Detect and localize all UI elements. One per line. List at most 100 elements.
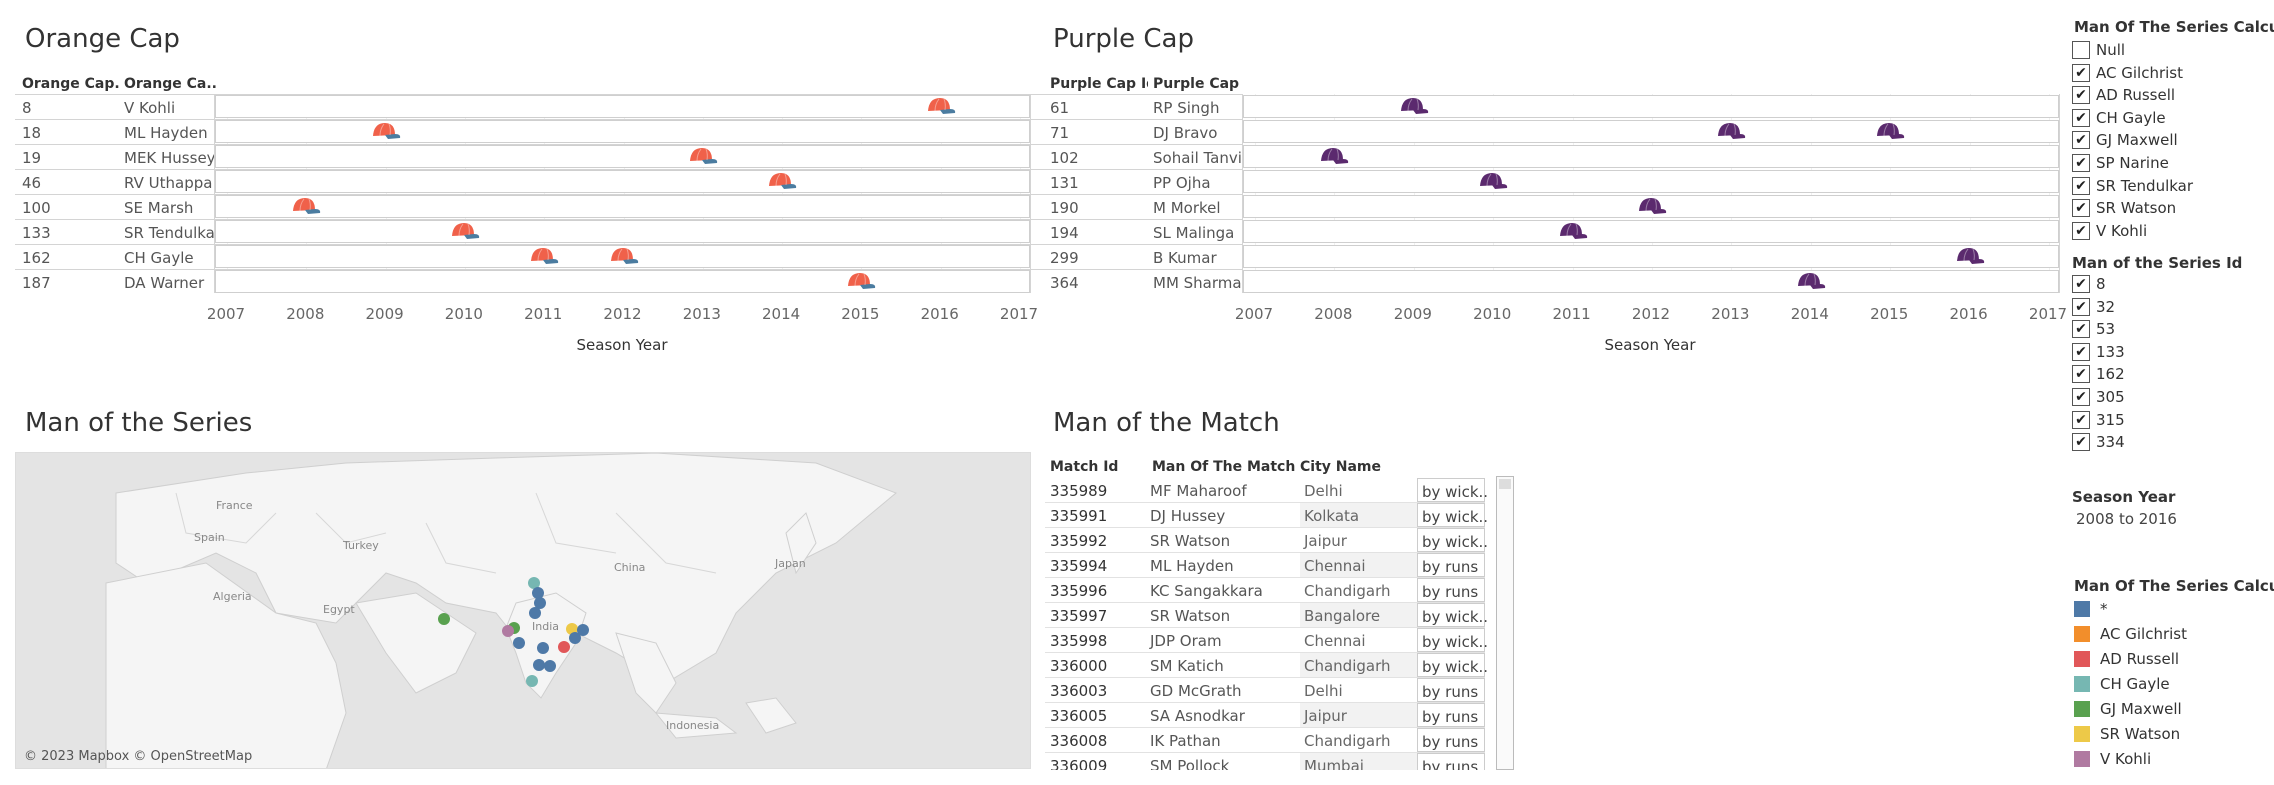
table-row[interactable]: 71 DJ Bravo — [15, 119, 1242, 144]
filter-option[interactable]: ✔ 305 — [2072, 386, 2272, 408]
filter-option[interactable]: ✔ 53 — [2072, 318, 2272, 340]
cap-mark[interactable] — [609, 246, 639, 266]
filter-option[interactable]: ✔ 315 — [2072, 409, 2272, 431]
cap-mark[interactable] — [529, 246, 559, 266]
cap-mark[interactable] — [1716, 121, 1746, 141]
checkbox[interactable]: ✔ — [2072, 297, 2090, 316]
cap-mark[interactable] — [1955, 246, 1985, 266]
cap-mark[interactable] — [688, 146, 718, 166]
table-row[interactable]: 335992 SR Watson Jaipur by wick.. — [1045, 528, 1488, 553]
row-band — [215, 95, 1030, 118]
cap-mark[interactable] — [450, 221, 480, 241]
match-id-header[interactable]: Match Id — [1050, 459, 1119, 475]
table-row[interactable]: 131 PP Ojha — [15, 169, 1242, 194]
checkbox[interactable]: ✔ — [2072, 342, 2090, 361]
table-row[interactable]: 336005 SA Asnodkar Jaipur by runs — [1045, 703, 1485, 728]
table-row[interactable]: 335994 ML Hayden Chennai by runs — [1045, 553, 1485, 578]
checkbox[interactable]: ✔ — [2072, 275, 2090, 293]
table-row[interactable]: 335998 JDP Oram Chennai by wick.. — [1045, 628, 1488, 653]
filter-option[interactable]: ✔ 32 — [2072, 296, 2272, 318]
axis-tick-label: 2007 — [206, 305, 246, 323]
cap-mark[interactable] — [1637, 196, 1667, 216]
table-row[interactable]: 133 SR Tendulkar — [15, 219, 214, 244]
table-row[interactable]: 335991 DJ Hussey Kolkata by wick.. — [1045, 503, 1488, 528]
table-row[interactable]: 335989 MF Maharoof Delhi by wick.. — [1045, 478, 1488, 503]
checkbox[interactable]: ✔ — [2072, 131, 2090, 150]
row-id: 162 — [22, 249, 51, 267]
orange-cap-id-header[interactable]: Orange Cap.. — [22, 76, 120, 92]
cap-mark[interactable] — [846, 271, 876, 291]
filter-option[interactable]: ✔ SR Tendulkar — [2072, 175, 2272, 197]
legend-swatch — [2074, 726, 2090, 742]
checkbox[interactable]: ✔ — [2072, 410, 2090, 429]
checkbox[interactable] — [2072, 41, 2090, 59]
cap-mark[interactable] — [371, 121, 401, 141]
filter-option-label: GJ Maxwell — [2096, 131, 2178, 150]
filter-option-label: 162 — [2096, 365, 2125, 384]
table-row[interactable]: 194 SL Malinga — [15, 219, 1242, 244]
filter-option[interactable]: ✔ 162 — [2072, 363, 2272, 385]
match-table-scrollbar[interactable] — [1496, 476, 1514, 770]
table-row[interactable]: 364 MM Sharma — [15, 269, 1242, 294]
cap-mark[interactable] — [1558, 221, 1588, 241]
cap-mark[interactable] — [1319, 146, 1349, 166]
checkbox[interactable]: ✔ — [2072, 199, 2090, 218]
table-row[interactable]: 299 B Kumar — [15, 244, 1242, 269]
match-table-rows: 335989 MF Maharoof Delhi by wick.. 335991 DJ … — [1045, 478, 1495, 770]
orange-cap-name-header[interactable]: Orange Ca.. — [124, 76, 216, 92]
city-cell: Jaipur — [1300, 703, 1417, 727]
filter-option[interactable]: ✔ AC Gilchrist — [2072, 62, 2272, 84]
cap-mark[interactable] — [926, 96, 956, 116]
scrollbar-thumb[interactable] — [1499, 479, 1511, 489]
cap-mark[interactable] — [1478, 171, 1508, 191]
city-cell: Mumbai — [1300, 753, 1417, 770]
filter-option[interactable]: ✔ CH Gayle — [2072, 107, 2272, 129]
table-row[interactable]: 335997 SR Watson Bangalore by wick.. — [1045, 603, 1488, 628]
checkbox[interactable]: ✔ — [2072, 221, 2090, 240]
cap-mark[interactable] — [291, 196, 321, 216]
filter-option[interactable]: ✔ SR Watson — [2072, 197, 2272, 219]
cap-mark[interactable] — [767, 171, 797, 191]
filter-option[interactable]: ✔ SP Narine — [2072, 152, 2272, 174]
filter-option[interactable]: ✔ V Kohli — [2072, 220, 2272, 242]
axis-tick-label: 2009 — [365, 305, 404, 323]
checkbox[interactable]: ✔ — [2072, 365, 2090, 384]
filter-option[interactable]: ✔ 334 — [2072, 431, 2272, 453]
table-row[interactable]: 190 M Morkel — [15, 194, 1242, 219]
row-band — [215, 220, 1030, 243]
cap-mark[interactable] — [1399, 96, 1429, 116]
season-year-value[interactable]: 2008 to 2016 — [2076, 510, 2177, 528]
table-row[interactable]: 61 RP Singh — [15, 94, 1242, 119]
filter-option[interactable]: ✔ AD Russell — [2072, 84, 2272, 106]
table-row[interactable]: 102 Sohail Tanvir — [15, 144, 1242, 169]
table-row[interactable]: 336003 GD McGrath Delhi by runs — [1045, 678, 1485, 703]
purple-cap-id-header[interactable]: Purple Cap Id — [1050, 76, 1148, 92]
table-row[interactable]: 336000 SM Katich Chandigarh by wick.. — [1045, 653, 1488, 678]
row-id: 102 — [1050, 149, 1079, 167]
checkbox[interactable]: ✔ — [2072, 108, 2090, 127]
cap-mark[interactable] — [1796, 271, 1826, 291]
table-row[interactable]: 335996 KC Sangakkara Chandigarh by runs — [1045, 578, 1485, 603]
filter-option[interactable]: ✔ 133 — [2072, 341, 2272, 363]
man-of-match-header[interactable]: Man Of The Match — [1152, 459, 1296, 475]
cap-mark[interactable] — [1875, 121, 1905, 141]
city-name-header[interactable]: City Name — [1300, 459, 1382, 475]
purple-cap-name-header[interactable]: Purple Cap .. — [1153, 76, 1245, 92]
checkbox[interactable]: ✔ — [2072, 86, 2090, 105]
filter-option[interactable]: ✔ GJ Maxwell — [2072, 129, 2272, 151]
checkbox[interactable]: ✔ — [2072, 63, 2090, 82]
checkbox[interactable]: ✔ — [2072, 320, 2090, 339]
filter-option[interactable]: Null — [2072, 39, 2272, 61]
table-row[interactable]: 336008 IK Pathan Chandigarh by runs — [1045, 728, 1485, 753]
filter-option[interactable]: ✔ 8 — [2072, 273, 2272, 295]
checkbox[interactable]: ✔ — [2072, 176, 2090, 195]
axis-tick-label: 2016 — [920, 305, 959, 323]
checkbox[interactable]: ✔ — [2072, 433, 2090, 452]
row-band — [1243, 270, 2059, 293]
map-copyright[interactable]: © 2023 Mapbox © OpenStreetMap — [24, 749, 253, 764]
table-row[interactable]: 336009 SM Pollock Mumbai by runs — [1045, 753, 1485, 770]
filter-option-label: 8 — [2096, 275, 2106, 293]
series-map[interactable]: France Spain Turkey Algeria Egypt India … — [15, 452, 1031, 769]
checkbox[interactable]: ✔ — [2072, 388, 2090, 406]
checkbox[interactable]: ✔ — [2072, 154, 2090, 172]
